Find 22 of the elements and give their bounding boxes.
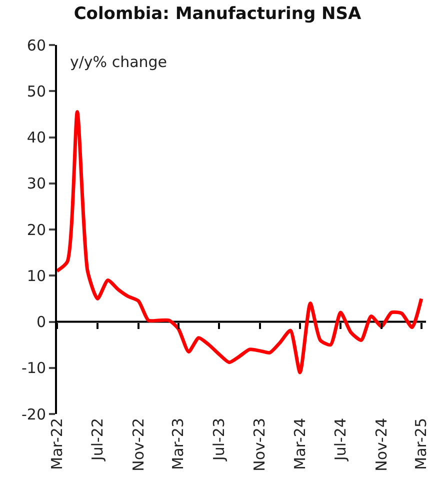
y-tick-label: 60 bbox=[26, 36, 46, 54]
x-tick-label: Nov-23 bbox=[250, 418, 269, 472]
x-tick-label: Mar-23 bbox=[169, 418, 188, 470]
x-tick-label: Jul-24 bbox=[331, 418, 350, 462]
y-tick-label: 50 bbox=[26, 82, 46, 100]
y-tick-label: -10 bbox=[22, 359, 46, 378]
y-tick-label: 10 bbox=[26, 266, 46, 285]
y-tick-label: 20 bbox=[26, 220, 46, 239]
x-tick-label: Jul-23 bbox=[210, 418, 228, 462]
y-axis-title: y/y% change bbox=[70, 53, 168, 71]
y-tick-label: 30 bbox=[26, 174, 46, 193]
y-tick-label: 0 bbox=[36, 313, 46, 331]
chart-title: Colombia: Manufacturing NSA bbox=[74, 4, 362, 24]
x-tick-label: Mar-22 bbox=[48, 418, 66, 470]
x-tick-label: Nov-22 bbox=[129, 418, 148, 472]
x-tick-label: Nov-24 bbox=[372, 418, 390, 472]
x-tick-label: Jul-22 bbox=[88, 418, 106, 462]
y-tick-label: -20 bbox=[22, 405, 46, 424]
x-tick-label: Mar-24 bbox=[290, 418, 309, 470]
x-tick-label: Mar-25 bbox=[412, 418, 430, 470]
line-series bbox=[57, 110, 424, 374]
y-tick-label: 40 bbox=[26, 128, 46, 146]
